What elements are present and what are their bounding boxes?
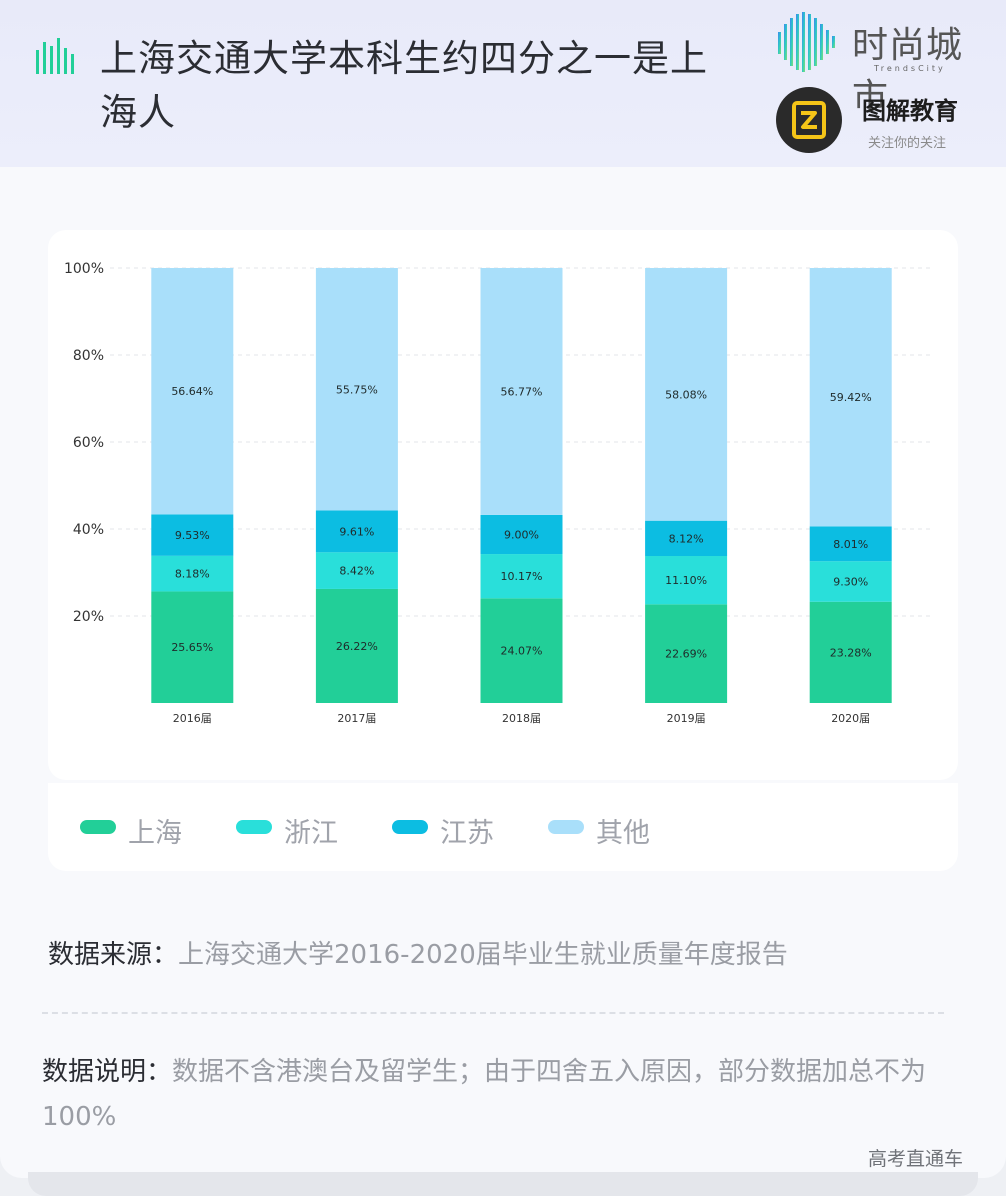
bar-segment	[480, 268, 563, 515]
data-label: 8.12%	[669, 532, 704, 545]
card-shadow	[28, 1172, 978, 1196]
bar-segment	[315, 552, 398, 589]
bar-chart-icon	[36, 38, 74, 74]
data-label: 56.77%	[501, 385, 543, 398]
trendscity-logo-icon	[778, 12, 835, 72]
bar-segment	[480, 514, 563, 555]
bar-segment	[480, 598, 563, 703]
bar-segment	[645, 268, 728, 521]
bar-segment	[809, 561, 892, 602]
bar-segment	[645, 604, 728, 703]
tujie-logo-icon	[776, 87, 842, 153]
data-label: 58.08%	[665, 388, 707, 401]
y-tick-label: 40%	[73, 522, 104, 538]
y-tick-label: 100%	[64, 261, 104, 277]
data-label: 26.22%	[336, 640, 378, 653]
header: 上海交通大学本科生约四分之一是上海人	[0, 0, 1006, 167]
data-label: 9.61%	[339, 525, 374, 538]
credit: 高考直通车	[868, 1148, 964, 1170]
data-label: 56.64%	[171, 385, 213, 398]
data-label: 9.53%	[175, 529, 210, 542]
data-label: 23.28%	[830, 646, 872, 659]
legend-swatch-zhejiang	[236, 820, 272, 834]
legend-swatch-other	[548, 820, 584, 834]
data-note-text: 数据不含港澳台及留学生；由于四舍五入原因，部分数据加总不为100%	[42, 1057, 927, 1132]
divider	[42, 1012, 944, 1014]
bar-segment	[151, 514, 234, 556]
bar-segment	[645, 556, 728, 605]
x-tick-label: 2020届	[831, 712, 870, 725]
bar-segment	[809, 526, 892, 562]
data-label: 9.00%	[504, 528, 539, 541]
data-label: 8.01%	[833, 538, 868, 551]
bar-segment	[151, 591, 234, 703]
data-label: 24.07%	[501, 645, 543, 658]
y-tick-label: 80%	[73, 348, 104, 364]
data-note-label: 数据说明：	[42, 1057, 173, 1087]
bar-segment	[480, 554, 563, 599]
page-title: 上海交通大学本科生约四分之一是上海人	[100, 37, 708, 134]
data-source-label: 数据来源：	[48, 940, 179, 970]
data-note: 数据说明：数据不含港澳台及留学生；由于四舍五入原因，部分数据加总不为100%	[42, 1050, 962, 1140]
bar-segment	[315, 510, 398, 553]
bar-segment	[809, 268, 892, 527]
y-tick-label: 60%	[73, 435, 104, 451]
data-label: 25.65%	[171, 641, 213, 654]
data-label: 8.18%	[175, 568, 210, 581]
legend-label-other: 其他	[596, 818, 650, 849]
x-tick-label: 2017届	[337, 712, 376, 725]
data-source-text: 上海交通大学2016-2020届毕业生就业质量年度报告	[178, 940, 788, 970]
y-tick-label: 20%	[73, 609, 104, 625]
legend-swatch-shanghai	[80, 820, 116, 834]
x-tick-label: 2019届	[667, 712, 706, 725]
legend-label-shanghai: 上海	[128, 818, 182, 849]
legend: 上海 浙江 江苏 其他	[48, 783, 958, 871]
brand-trendscity-sub: TrendsCity	[874, 64, 946, 73]
data-label: 8.42%	[339, 565, 374, 578]
x-tick-label: 2016届	[173, 712, 212, 725]
legend-label-jiangsu: 江苏	[440, 818, 494, 849]
bar-segment	[151, 555, 234, 592]
brand-trendscity-name: 时尚城市	[852, 25, 964, 118]
brand-tujie: 图解教育 关注你的关注	[776, 87, 986, 157]
data-label: 55.75%	[336, 383, 378, 396]
data-label: 10.17%	[501, 570, 543, 583]
x-tick-label: 2018届	[502, 712, 541, 725]
legend-label-zhejiang: 浙江	[284, 818, 338, 849]
bar-segment	[151, 268, 234, 515]
data-label: 22.69%	[665, 648, 707, 661]
data-label: 11.10%	[665, 574, 707, 587]
bar-segment	[809, 601, 892, 703]
data-source: 数据来源：上海交通大学2016-2020届毕业生就业质量年度报告	[48, 934, 788, 971]
chart-panel: 20% 40% 60% 80% 100% 25.65% 8.18% 9.53% 56.64% 20…	[48, 230, 958, 780]
data-label: 59.42%	[830, 391, 872, 404]
brand-tujie-name: 图解教育	[862, 97, 958, 125]
legend-swatch-jiangsu	[392, 820, 428, 834]
brand-trendscity: 时尚城市 TrendsCity	[776, 10, 986, 118]
brand-tujie-sub: 关注你的关注	[868, 136, 947, 151]
bar-segment	[315, 268, 398, 511]
data-label: 9.30%	[833, 576, 868, 589]
bar-segment	[645, 520, 728, 557]
bar-segment	[315, 588, 398, 703]
stacked-bar-chart: 20% 40% 60% 80% 100% 25.65% 8.18% 9.53% 56.64% 20…	[64, 261, 933, 725]
